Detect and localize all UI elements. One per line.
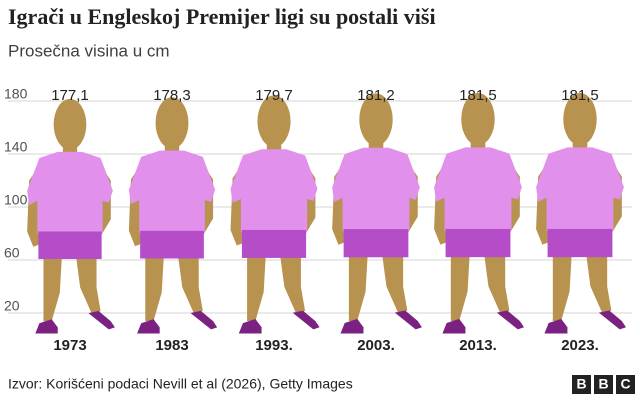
leg [178, 256, 203, 316]
y-tick-label: 100 [4, 192, 28, 208]
head [563, 93, 597, 146]
shoe [35, 319, 58, 334]
shoe [238, 319, 262, 334]
shoe [340, 318, 364, 334]
logo-box [594, 375, 613, 394]
head [257, 95, 291, 148]
head [461, 93, 495, 146]
player-figure [230, 95, 320, 334]
x-tick-label: 2023. [561, 337, 599, 354]
value-label: 181,5 [561, 87, 599, 104]
leg [552, 255, 572, 321]
shoe [598, 310, 627, 330]
shirt [27, 151, 113, 234]
value-label: 178,3 [153, 87, 191, 104]
shirt [332, 147, 420, 232]
shoe [88, 311, 115, 330]
player-figure [536, 93, 627, 334]
leg [586, 255, 612, 315]
shorts [241, 229, 307, 258]
y-tick-label: 60 [4, 245, 20, 261]
head [155, 97, 189, 149]
value-label: 181,2 [357, 87, 395, 104]
shoe [137, 319, 160, 334]
logo-letter: C [620, 376, 630, 392]
shoe [442, 318, 466, 334]
shorts [445, 228, 511, 258]
head [359, 93, 393, 146]
value-label: 181,5 [459, 87, 497, 104]
shirt [230, 149, 318, 233]
source: Izvor: Korišćeni podaci Nevill et al (20… [8, 376, 353, 392]
y-tick-label: 20 [4, 298, 20, 314]
y-tick-label: 180 [4, 86, 28, 102]
shoe [292, 310, 320, 330]
y-tick-label: 140 [4, 139, 28, 155]
x-tick-label: 2003. [357, 337, 395, 354]
logo-letter: B [598, 376, 608, 392]
logo-box [616, 375, 635, 394]
player-figure [128, 97, 218, 334]
x-tick-label: 1993. [255, 337, 293, 354]
leg [247, 255, 266, 322]
value-label: 179,7 [255, 87, 293, 104]
shoe [496, 310, 525, 330]
shirt [536, 147, 624, 232]
shirt [128, 150, 216, 233]
leg [450, 255, 470, 321]
x-tick-label: 2013. [459, 337, 497, 354]
x-tick-label: 1973 [53, 337, 86, 354]
player-figure [27, 98, 115, 334]
leg [484, 255, 510, 315]
leg [43, 256, 62, 322]
chart-title: Igrači u Engleskoj Premijer ligi su post… [8, 4, 436, 29]
logo-box [572, 375, 591, 394]
head [53, 98, 87, 150]
chart-subtitle: Prosečna visina u cm [8, 41, 170, 60]
leg [280, 255, 306, 315]
player-figure [332, 93, 422, 334]
leg [382, 255, 408, 315]
shorts [343, 229, 409, 258]
shoe [190, 310, 218, 330]
leg [348, 255, 368, 321]
leg [145, 256, 164, 322]
shirt [434, 147, 522, 232]
shorts [38, 231, 102, 260]
shorts [140, 230, 204, 259]
shoe [394, 310, 422, 330]
value-label: 177,1 [51, 87, 89, 104]
shoe [544, 318, 568, 334]
player-figure [434, 93, 525, 334]
logo-letter: B [576, 376, 586, 392]
leg [76, 256, 101, 316]
x-tick-label: 1983 [155, 337, 188, 354]
shorts [547, 228, 613, 258]
